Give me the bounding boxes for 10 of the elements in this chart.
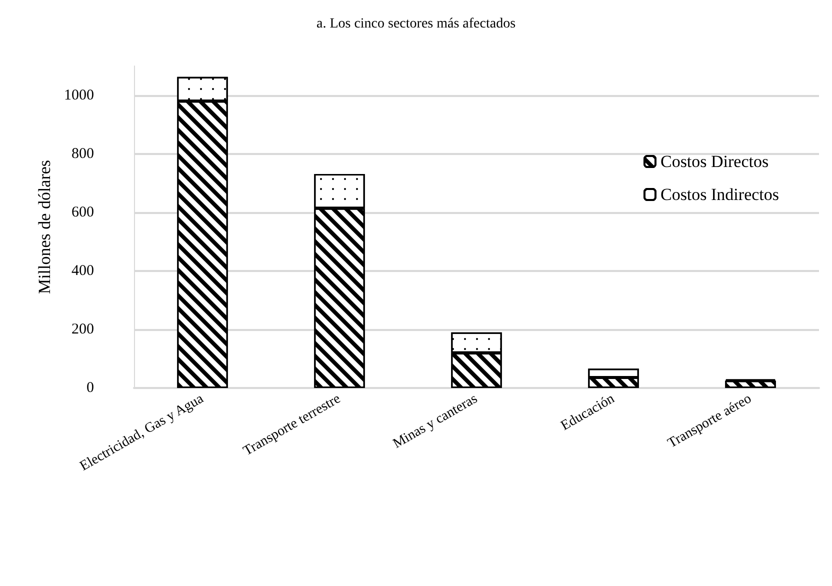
y-tick-label: 1000	[64, 87, 94, 104]
y-tick-label: 0	[86, 380, 94, 396]
y-tick-label: 800	[72, 146, 94, 162]
legend-label: Costos Indirectos	[660, 185, 780, 204]
y-tick-label: 600	[72, 204, 94, 220]
y-tick-label: 400	[72, 262, 94, 279]
y-axis-title: Millones de dólares	[35, 160, 54, 294]
y-tick-label: 200	[72, 321, 94, 338]
legend-label: Costos Directos	[660, 152, 769, 171]
chart-title: a. Los cinco sectores más afectados	[316, 16, 516, 32]
